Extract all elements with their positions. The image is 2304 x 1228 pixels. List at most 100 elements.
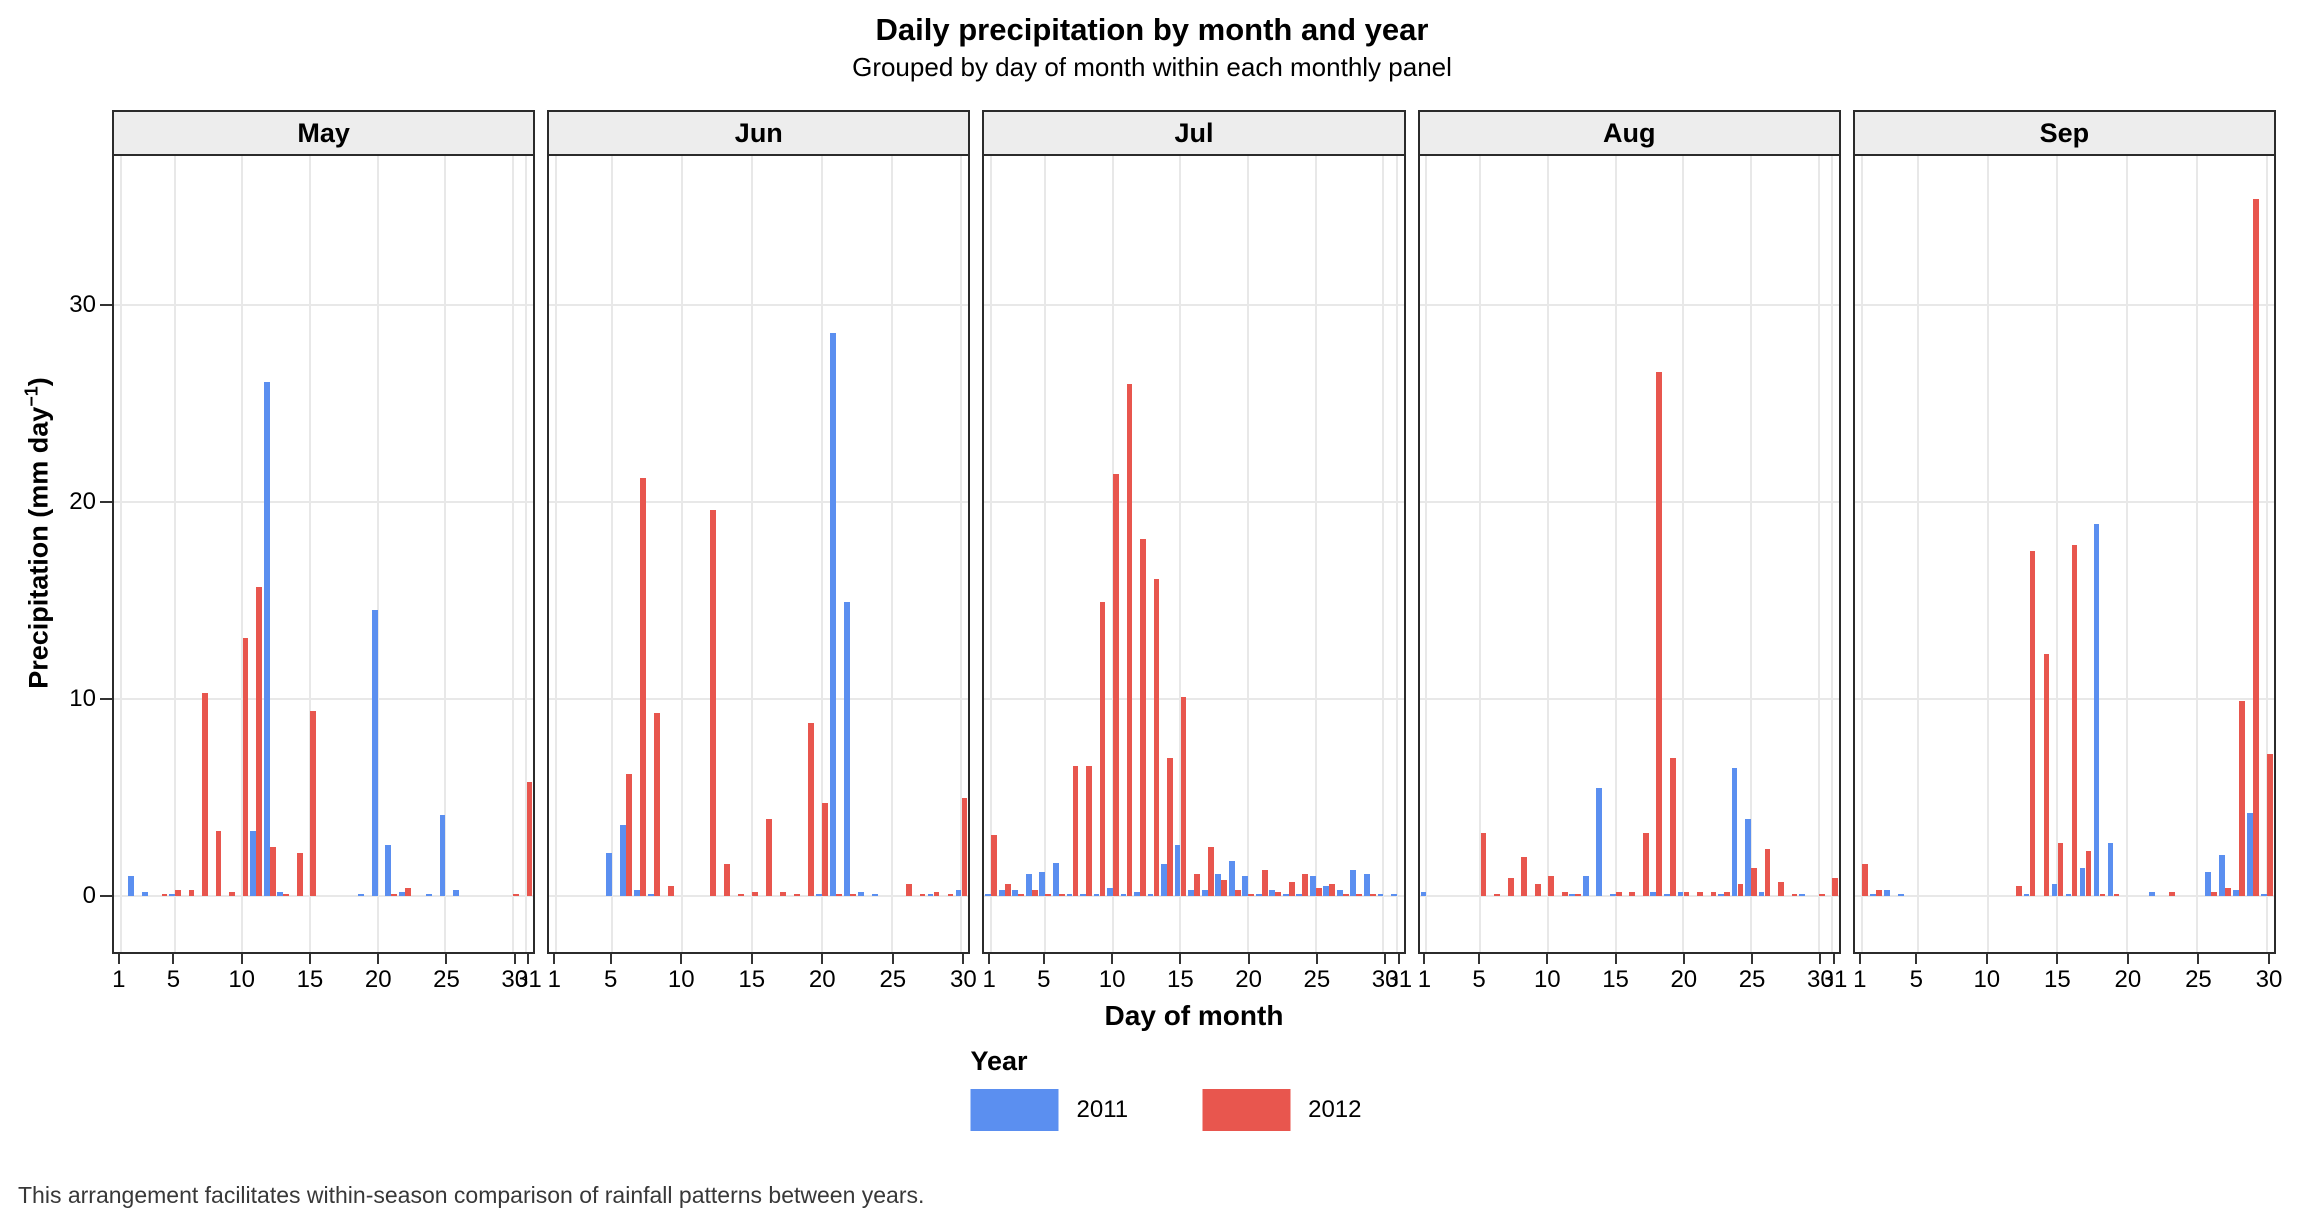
gridline-vertical — [1831, 156, 1834, 952]
bar-2012-day-15 — [310, 710, 317, 896]
bar-2011-day-5 — [169, 894, 175, 896]
x-tick-label: 20 — [2114, 966, 2142, 993]
bar-2011-day-17 — [2079, 868, 2086, 896]
bar-2012-day-12 — [269, 846, 276, 896]
caption: This arrangement facilitates within-seas… — [18, 1182, 925, 1208]
bar-2011-day-7 — [634, 890, 641, 896]
facet-plot-area — [982, 156, 1406, 954]
gridline-vertical — [1247, 156, 1250, 952]
gridline-horizontal — [1419, 895, 1839, 897]
bar-2012-day-4 — [161, 894, 168, 896]
x-tick-mark — [962, 954, 965, 964]
bar-2012-day-27 — [1342, 894, 1349, 896]
bar-2012-day-15 — [1180, 697, 1187, 896]
bar-2012-day-4 — [1031, 890, 1038, 896]
facet-panel-may: May 1 5 10 15 20 25 30 31 — [112, 110, 542, 993]
bar-2012-day-1 — [991, 834, 998, 896]
bar-2011-day-17 — [1201, 890, 1208, 896]
bar-2012-day-2 — [1875, 890, 1882, 896]
bar-2011-day-15 — [2051, 884, 2058, 896]
bar-2012-day-7 — [640, 478, 647, 896]
y-tick-label: 20 — [69, 488, 96, 515]
bar-2011-day-27 — [2219, 854, 2226, 896]
bar-2012-day-8 — [654, 712, 660, 896]
bar-2012-day-9 — [229, 892, 235, 896]
bar-2011-day-22 — [2149, 892, 2156, 896]
y-tick-label: 0 — [82, 882, 96, 909]
x-tick-mark — [2056, 954, 2059, 964]
x-tick-label: 25 — [1738, 966, 1766, 993]
bar-2011-day-18 — [2093, 523, 2100, 896]
bar-2011-day-21 — [829, 332, 836, 896]
bar-2012-day-16 — [1194, 874, 1200, 896]
bar-2011-day-29 — [2247, 813, 2254, 896]
gridline-vertical — [173, 156, 176, 952]
bar-2012-day-3 — [1018, 894, 1025, 896]
bar-2012-day-21 — [391, 894, 398, 896]
bar-2011-day-18 — [1215, 874, 1222, 896]
x-tick-label: 5 — [1037, 966, 1051, 993]
bar-2012-day-14 — [2043, 653, 2050, 896]
bar-2011-day-30 — [1377, 894, 1384, 896]
x-tick-mark — [750, 954, 753, 964]
x-tick-mark — [1247, 954, 1250, 964]
bar-2011-day-24 — [871, 894, 878, 896]
bar-2011-day-26 — [2205, 872, 2212, 896]
x-tick-label: 10 — [1098, 966, 1126, 993]
x-tick-mark — [1915, 954, 1918, 964]
gridline-horizontal — [549, 501, 969, 503]
x-tick-label: 25 — [433, 966, 460, 993]
bar-2011-day-29 — [1364, 874, 1370, 896]
gridline-vertical — [1395, 156, 1398, 952]
bar-2012-day-19 — [1669, 758, 1676, 896]
bar-2011-day-12 — [1569, 894, 1576, 896]
bar-2011-day-26 — [1323, 886, 1330, 896]
gridline-vertical — [2126, 156, 2129, 952]
x-tick-label: 25 — [2185, 966, 2212, 993]
bar-2012-day-11 — [256, 586, 262, 896]
y-tick-mark — [100, 304, 112, 306]
bar-2011-day-13 — [277, 892, 284, 896]
bar-2012-day-16 — [1629, 892, 1636, 896]
bar-2011-day-22 — [843, 602, 850, 896]
gridline-horizontal — [984, 304, 1404, 306]
x-tick-label: 20 — [364, 966, 392, 993]
gridline-horizontal — [984, 501, 1404, 503]
x-tick-label: 30 — [501, 966, 529, 993]
bar-2011-day-30 — [2261, 894, 2268, 896]
legend-swatch-2012 — [1202, 1089, 1291, 1131]
bar-2012-day-25 — [1751, 868, 1757, 896]
x-tick-label: 20 — [1235, 966, 1262, 993]
bar-2012-day-8 — [215, 830, 222, 896]
x-tick-mark — [1682, 954, 1685, 964]
bar-2012-day-27 — [1778, 882, 1784, 896]
bar-2011-day-2 — [998, 890, 1005, 896]
bar-2012-day-21 — [1697, 892, 1703, 896]
bar-2012-day-17 — [779, 892, 786, 896]
x-tick-mark — [1546, 954, 1549, 964]
x-tick-label: 15 — [1166, 966, 1194, 993]
gridline-vertical — [1986, 156, 1989, 952]
facet-panel-sep: Sep 1 5 10 15 20 25 30 — [1852, 110, 2282, 993]
bar-2011-day-6 — [1052, 862, 1059, 896]
bar-2012-day-18 — [2099, 894, 2106, 896]
bar-2012-day-29 — [2253, 198, 2260, 896]
bar-2011-day-20 — [815, 894, 822, 896]
gridline-vertical — [890, 156, 893, 952]
bar-2012-day-13 — [2029, 551, 2036, 896]
bar-2011-day-22 — [398, 892, 405, 896]
bar-2012-day-26 — [2211, 892, 2218, 896]
x-tick-label: 5 — [603, 966, 618, 993]
bar-2012-day-27 — [919, 894, 926, 896]
bar-2011-day-26 — [1758, 892, 1765, 896]
bar-2012-day-19 — [807, 722, 814, 896]
bar-2011-day-8 — [648, 894, 654, 896]
bar-2012-day-14 — [1167, 758, 1173, 896]
bar-2012-day-10 — [1548, 876, 1555, 896]
x-tick-label: 5 — [166, 966, 181, 993]
y-tick-mark — [100, 501, 112, 503]
bar-2011-day-2 — [1869, 894, 1876, 896]
bar-2012-day-15 — [752, 892, 758, 896]
bar-2012-day-21 — [835, 894, 842, 896]
facet-panel-aug: Aug 1 5 10 15 20 25 30 31 — [1417, 110, 1847, 993]
